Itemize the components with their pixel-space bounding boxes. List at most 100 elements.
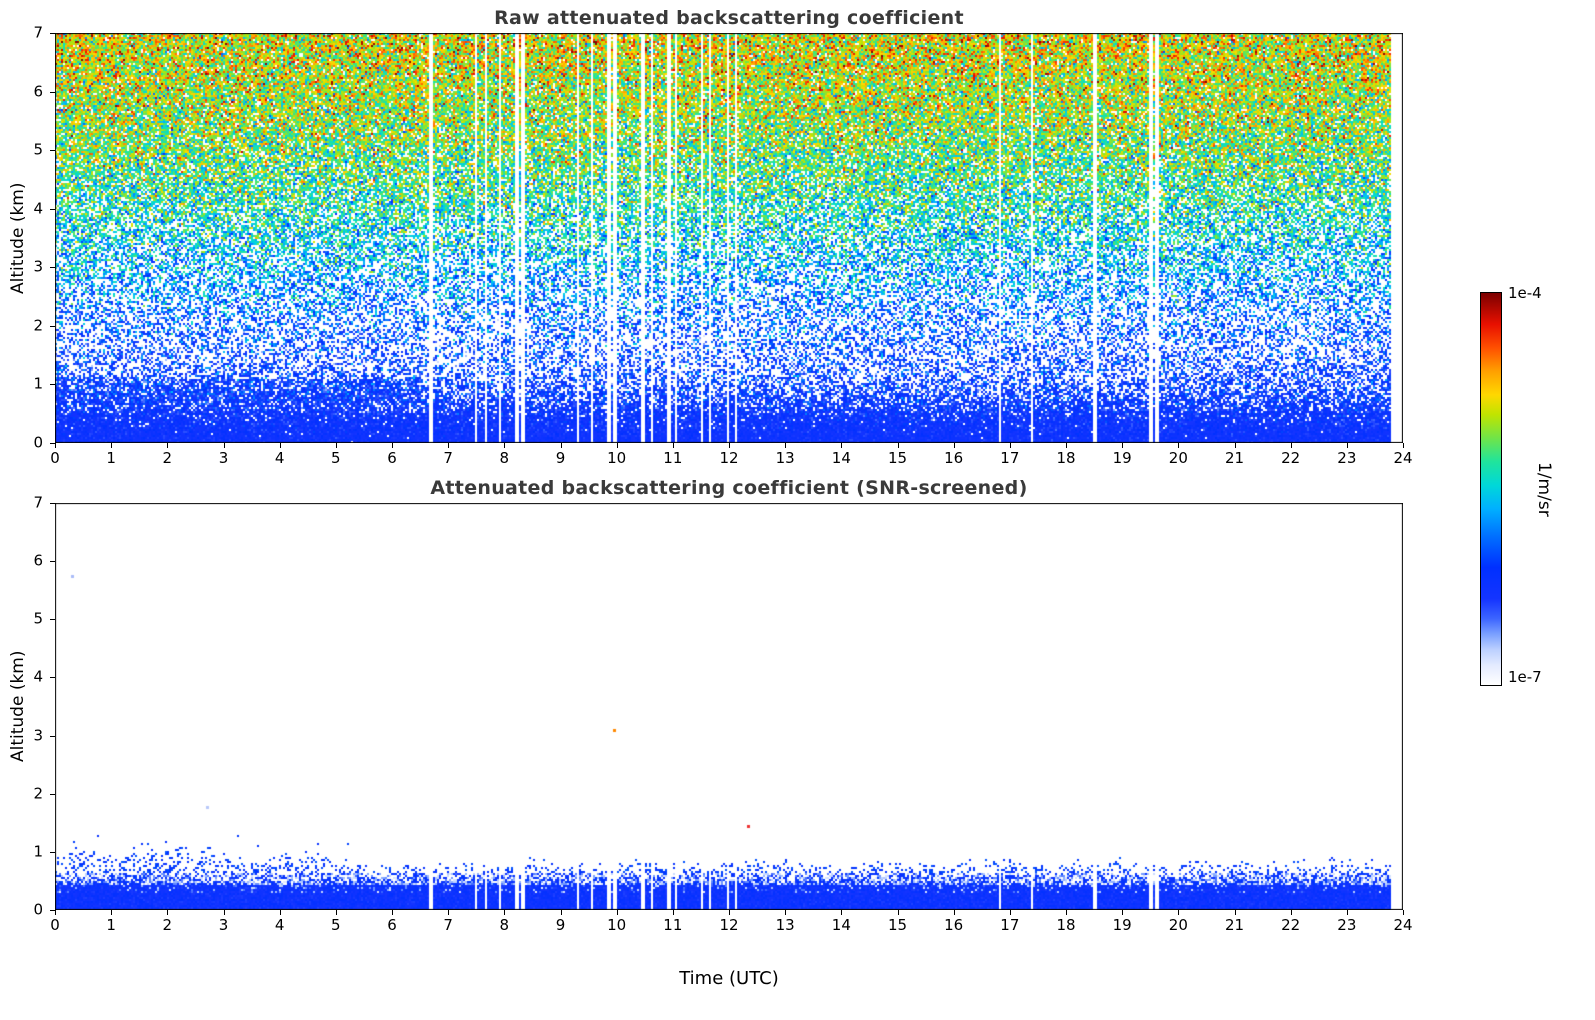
y-tick-label: 3 — [33, 726, 43, 745]
x-tick-label: 22 — [1281, 916, 1301, 934]
x-tick-label: 5 — [331, 449, 341, 467]
x-tick-mark — [560, 443, 562, 448]
x-tick-label: 15 — [887, 916, 908, 934]
x-tick-label: 1 — [106, 916, 116, 934]
x-tick-mark — [392, 443, 393, 448]
y-tick-label: 2 — [33, 784, 43, 803]
x-tick-mark — [616, 910, 618, 915]
y-tick-label: 1 — [33, 374, 43, 393]
x-tick-label: 15 — [887, 449, 908, 467]
bottom-heatmap — [55, 503, 1403, 910]
x-tick-label: 10 — [607, 916, 627, 934]
y-tick-label: 1 — [33, 842, 43, 861]
x-tick-label: 16 — [944, 916, 964, 934]
x-tick-label: 5 — [331, 916, 341, 934]
colorbar-max-label: 1e-4 — [1508, 284, 1542, 302]
top-y-ticks: 0 1 2 3 4 5 6 7 — [0, 25, 55, 450]
bottom-y-ticks: 0 1 2 3 4 5 6 7 — [0, 495, 55, 917]
y-tick-mark — [50, 910, 55, 911]
x-tick-mark — [392, 910, 393, 915]
x-tick-mark — [672, 910, 674, 915]
x-tick-mark — [167, 443, 169, 448]
x-tick-mark — [841, 910, 843, 915]
y-tick-label: 4 — [33, 667, 43, 686]
x-tick-mark — [841, 443, 843, 448]
x-tick-label: 18 — [1056, 916, 1076, 934]
x-tick-label: 24 — [1393, 916, 1413, 934]
top-heatmap — [55, 33, 1403, 443]
y-tick-mark — [50, 91, 55, 93]
y-tick-label: 7 — [33, 493, 43, 512]
x-tick-mark — [616, 443, 618, 448]
y-tick-mark — [50, 325, 55, 327]
x-tick-label: 19 — [1112, 449, 1132, 467]
x-tick-label: 8 — [499, 449, 510, 467]
x-tick-label: 14 — [831, 449, 851, 467]
x-tick-label: 4 — [274, 916, 285, 934]
x-tick-mark — [1178, 910, 1180, 915]
x-tick-mark — [1234, 910, 1236, 915]
x-tick-mark — [1009, 443, 1011, 448]
y-tick-label: 7 — [33, 23, 43, 42]
x-tick-mark — [672, 443, 674, 448]
x-tick-mark — [785, 443, 787, 448]
y-tick-mark — [50, 150, 55, 152]
x-tick-mark — [953, 910, 955, 915]
x-tick-label: 17 — [1000, 449, 1020, 467]
x-tick-mark — [1290, 443, 1292, 448]
x-tick-mark — [1122, 910, 1124, 915]
x-tick-mark — [279, 443, 281, 448]
x-tick-label: 10 — [607, 449, 627, 467]
top-plot-title: Raw attenuated backscattering coefficien… — [494, 7, 964, 29]
y-tick-mark — [50, 619, 55, 621]
y-tick-label: 4 — [33, 199, 43, 218]
x-tick-mark — [504, 443, 506, 448]
x-tick-label: 6 — [387, 916, 397, 934]
y-tick-mark — [50, 443, 55, 444]
x-tick-label: 8 — [499, 916, 510, 934]
y-tick-label: 0 — [33, 433, 43, 452]
x-tick-label: 16 — [944, 449, 964, 467]
y-tick-mark — [50, 851, 55, 853]
colorbar-unit-label: 1/m/sr — [1534, 461, 1554, 517]
x-tick-label: 7 — [443, 449, 453, 467]
x-tick-mark — [560, 910, 562, 915]
x-tick-label: 22 — [1281, 449, 1301, 467]
x-tick-mark — [1066, 910, 1067, 915]
x-tick-label: 0 — [50, 916, 60, 934]
x-tick-mark — [1403, 443, 1404, 448]
y-tick-mark — [50, 561, 55, 563]
x-tick-label: 11 — [663, 916, 683, 934]
bottom-x-ticks: 0 1 2 3 4 5 6 7 8 9 10 11 12 13 14 15 16 17 18 19 20 21 22 23 24 — [50, 910, 1413, 938]
x-tick-mark — [1122, 443, 1124, 448]
x-tick-mark — [897, 443, 899, 448]
x-tick-mark — [335, 443, 337, 448]
y-tick-label: 0 — [33, 900, 43, 919]
x-tick-mark — [55, 443, 56, 448]
x-tick-label: 19 — [1112, 916, 1132, 934]
x-tick-mark — [1346, 443, 1348, 448]
x-tick-mark — [1290, 910, 1292, 915]
x-tick-mark — [55, 910, 56, 915]
x-tick-mark — [1178, 443, 1180, 448]
y-tick-label: 6 — [33, 551, 43, 570]
x-tick-label: 3 — [218, 449, 229, 467]
y-tick-label: 6 — [33, 82, 43, 101]
y-tick-mark — [50, 384, 55, 386]
top-x-ticks: 0 1 2 3 4 5 6 7 8 9 10 11 12 13 14 15 16 17 18 19 20 21 22 23 24 — [50, 443, 1413, 471]
x-tick-label: 6 — [387, 449, 397, 467]
x-tick-label: 11 — [663, 449, 683, 467]
x-tick-mark — [1403, 910, 1404, 915]
x-tick-label: 23 — [1337, 916, 1357, 934]
x-tick-label: 1 — [106, 449, 116, 467]
x-tick-label: 20 — [1168, 916, 1188, 934]
y-tick-mark — [50, 267, 55, 269]
x-tick-label: 12 — [719, 916, 739, 934]
y-tick-mark — [50, 503, 55, 504]
x-tick-mark — [785, 910, 787, 915]
bottom-plot-title: Attenuated backscattering coefficient (S… — [430, 477, 1028, 499]
x-tick-label: 7 — [443, 916, 453, 934]
x-tick-mark — [1009, 910, 1011, 915]
x-tick-label: 21 — [1224, 916, 1245, 934]
